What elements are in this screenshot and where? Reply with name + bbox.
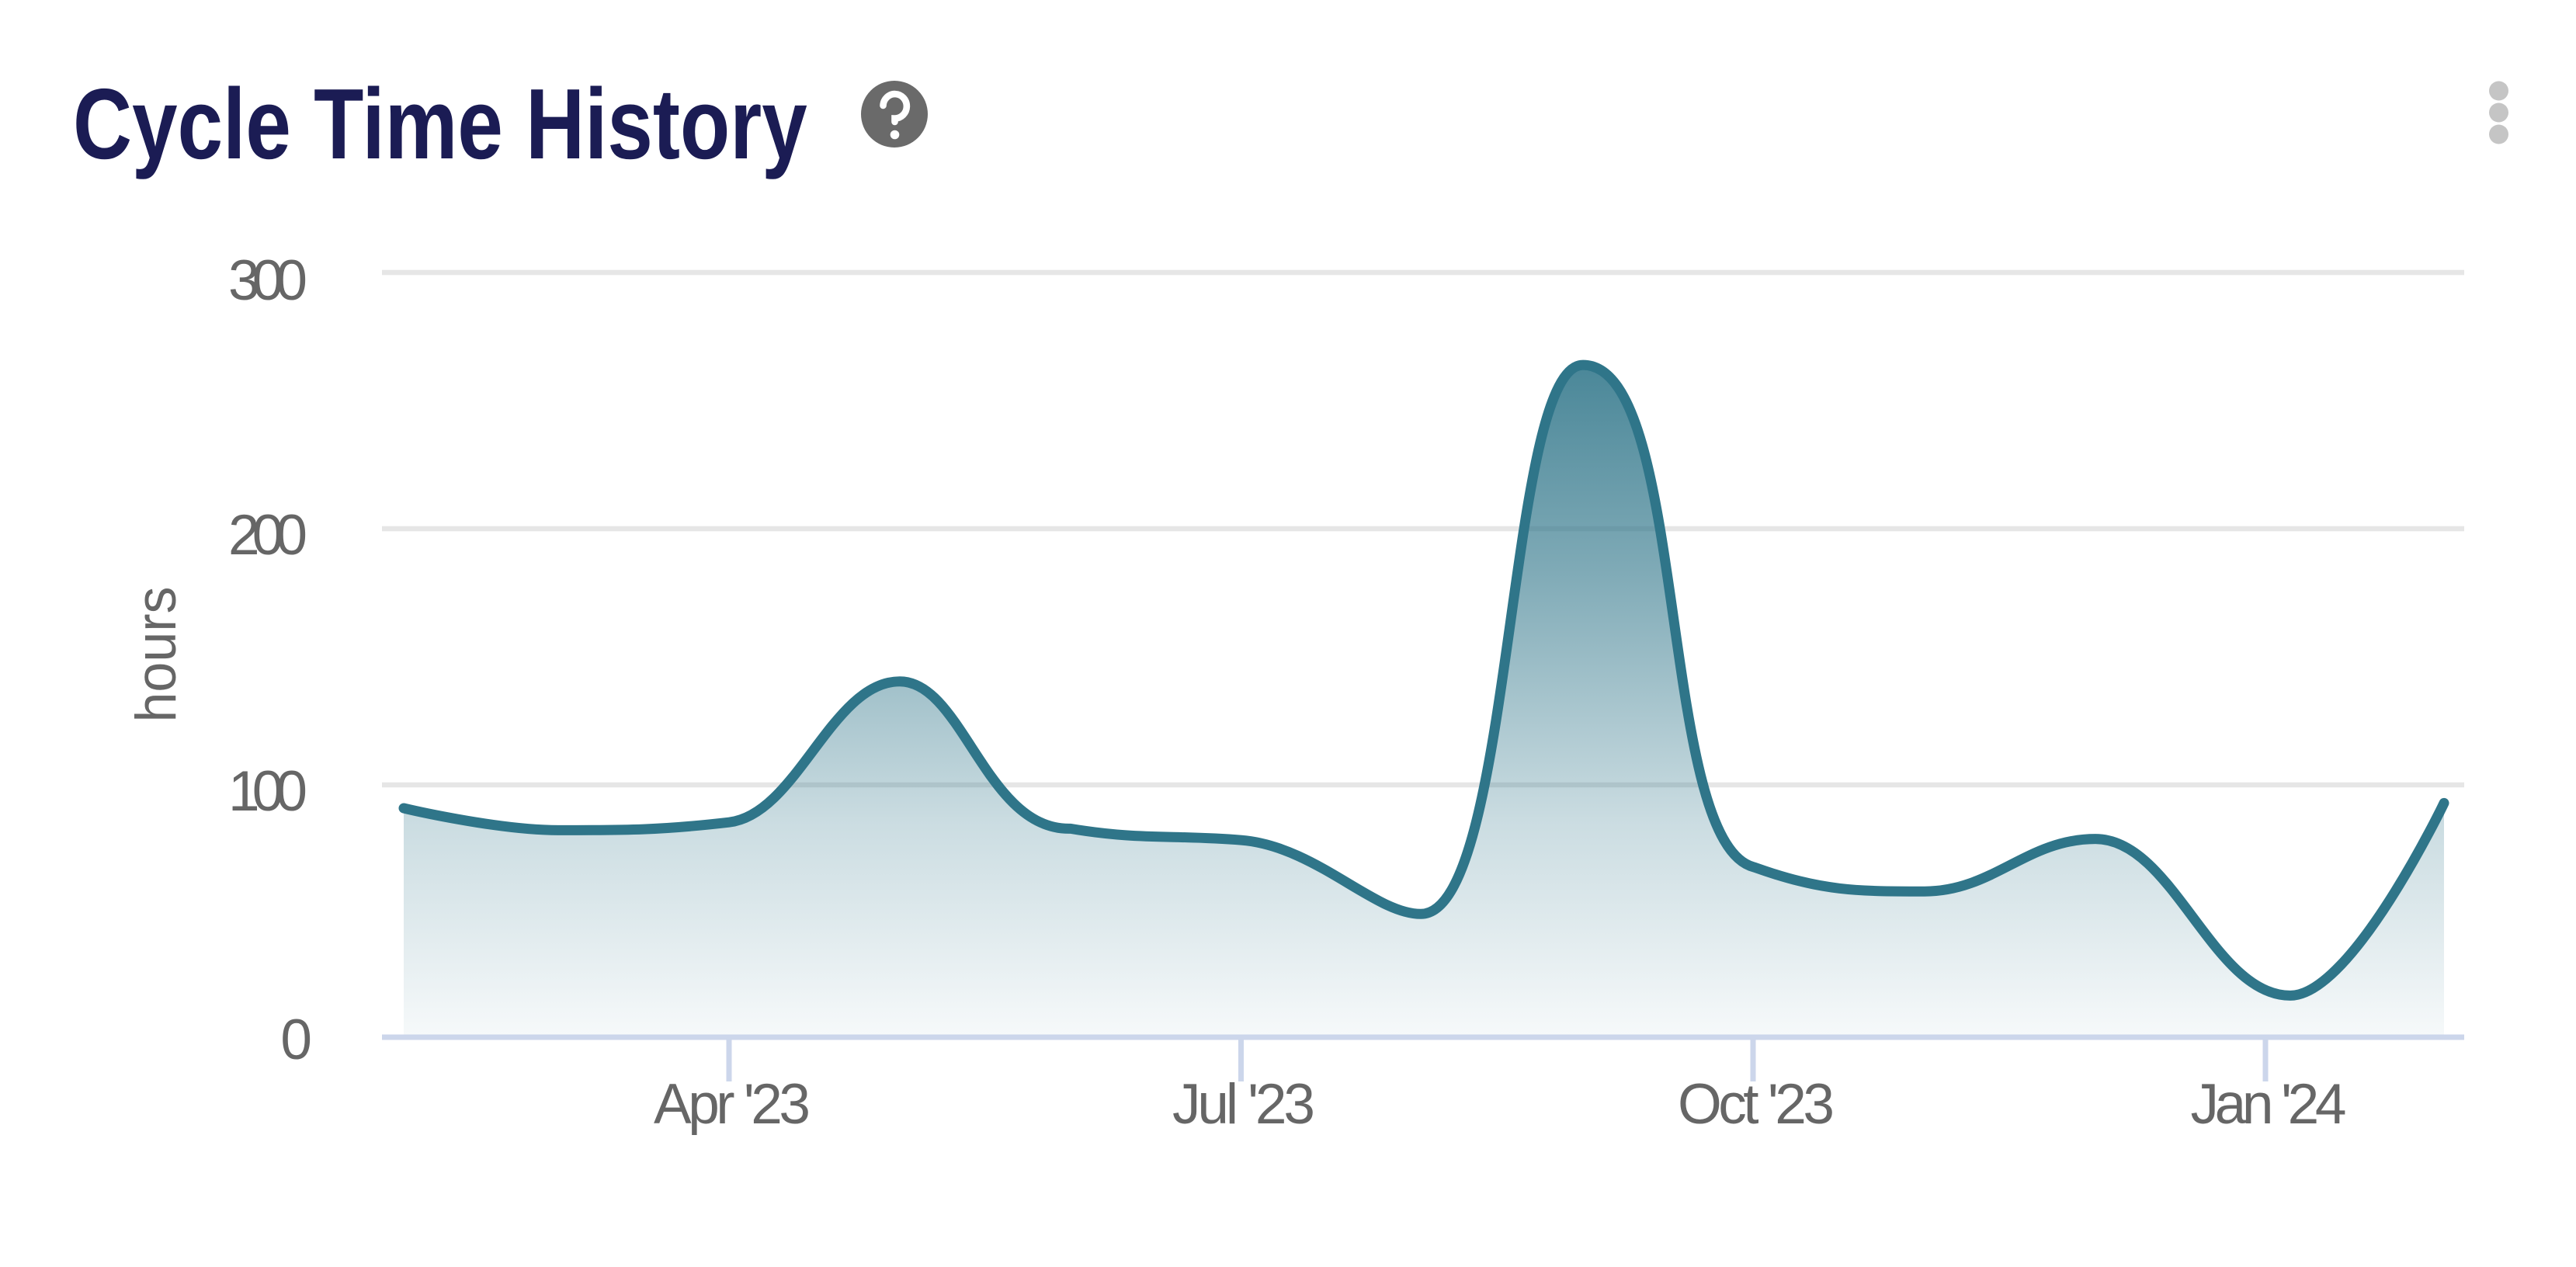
svg-text:Jan '24: Jan '24 [2191,1073,2347,1136]
svg-text:Apr '23: Apr '23 [654,1073,811,1136]
svg-text:200: 200 [228,504,307,567]
svg-text:Cycle Time History: Cycle Time History [73,68,807,180]
svg-text:Oct '23: Oct '23 [1678,1073,1835,1136]
svg-text:0: 0 [280,1008,312,1071]
svg-text:100: 100 [228,760,307,823]
svg-text:hours: hours [125,587,188,723]
svg-text:Jul '23: Jul '23 [1172,1073,1315,1136]
svg-text:300: 300 [228,249,307,312]
